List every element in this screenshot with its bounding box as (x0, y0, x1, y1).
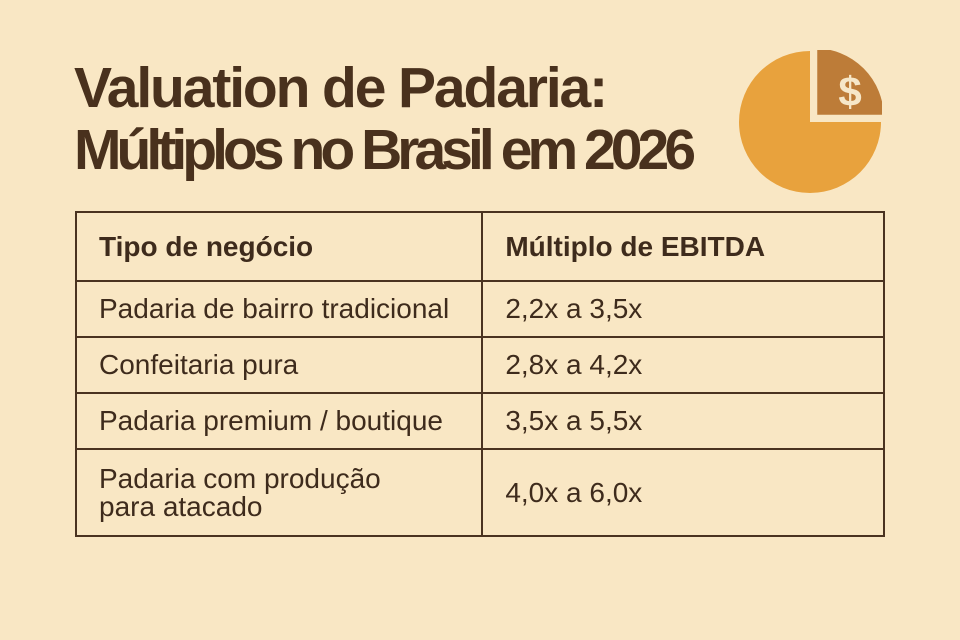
svg-text:$: $ (838, 68, 861, 115)
